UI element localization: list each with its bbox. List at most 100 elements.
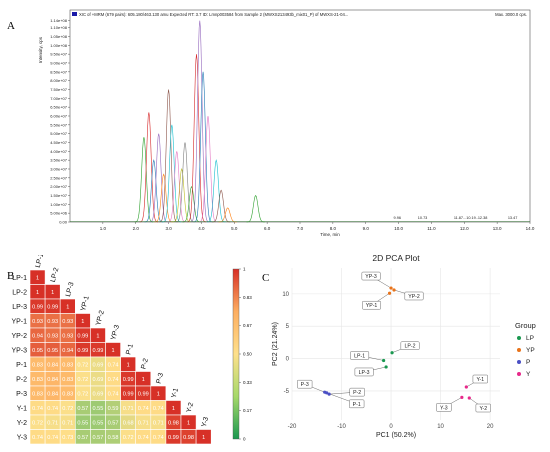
heatmap-cell-value: 1 [142,377,145,383]
heatmap-col-label: P-2 [140,358,150,370]
chromatogram-peak [182,185,201,223]
heatmap-col-label: P-3 [156,372,166,384]
heatmap-cell-value: 0.99 [123,391,134,397]
x-tick-label: 13.0 [493,226,502,231]
plot-frame [69,9,531,223]
chromatogram-peak [175,142,195,223]
heatmap-cell-value: 1 [111,348,114,354]
heatmap-row-label: LP-3 [12,304,27,311]
y-tick-label: 4.00e+07 [50,149,68,154]
heatmap-row-label: Y-3 [17,434,27,441]
x-tick-label: 1.0 [100,226,107,231]
y-tick-label: 3.00e+07 [50,167,68,172]
heatmap-cell-value: 0.74 [138,435,149,441]
y-tick-label: 1.05e+08 [50,34,68,39]
chromatogram-peak [172,168,191,223]
legend-title: Group [515,321,536,330]
heatmap-cell-value: 0.83 [32,377,43,383]
point-label-box [475,403,491,413]
chromatogram-peak [144,159,164,223]
heatmap-cell-value: 0.93 [47,319,58,325]
x-tick-label: 10 [437,424,444,430]
chromatogram-peak [162,124,182,223]
heatmap-cell-value: 0.93 [62,333,73,339]
heatmap-cell-value: 0.83 [32,362,43,368]
heatmap-cell-value: 0.83 [62,391,73,397]
heatmap-cell-value: 0.69 [93,362,104,368]
heatmap-cell-value: 0.58 [108,435,119,441]
heatmap-cell-value: 0.71 [123,406,134,412]
chromatogram-peak [246,194,265,223]
heatmap-col-label: LP-2 [50,267,61,283]
x-tick-label: 8.0 [330,226,337,231]
heatmap-row-label: P-1 [16,362,27,369]
chromatogram-chart: XIC of +MRM (679 pairs): 605.180/463.130… [38,9,535,237]
heatmap-cell-value: 0.74 [108,391,119,397]
heatmap-col-label: YP-2 [95,310,106,327]
heatmap-cell-value: 0.83 [62,362,73,368]
y-tick-label: 8.50e+07 [50,69,68,74]
heatmap-cell-value: 0.68 [123,420,134,426]
heatmap-cell-value: 1 [202,435,205,441]
rt-label: 13.47 [508,216,518,220]
heatmap-col-label: YP-3 [110,324,121,341]
heatmap-row-label: P-2 [16,376,27,383]
y-tick-label: 6.00e+07 [50,114,68,119]
y-tick-label: 4.50e+07 [50,140,68,145]
point-label: P-1 [353,402,361,408]
heatmap-col-label: YP-1 [80,295,91,312]
heatmap-cell-value: 0.99 [123,377,134,383]
y-tick-label: 0 [286,357,290,363]
heatmap-cell-value: 0.99 [77,348,88,354]
heatmap-cell-value: 0.74 [108,377,119,383]
point-label-box [349,399,365,409]
pca-point [464,385,468,389]
legend-label: YP [526,347,535,354]
header-marker-icon [72,12,77,16]
heatmap-cell-value: 0.95 [32,348,43,354]
y-tick-label: 1.50e+07 [50,193,68,198]
chromatogram-peak [154,173,173,223]
heatmap-cell-value: 0.94 [32,333,43,339]
pca-scatter-plot: 2D PCA Plot -20 -10 0 10 20 -5 0 5 10 PC1 (50.2%) P… [272,253,536,439]
heatmap-cell-value: 0.73 [62,435,73,441]
legend-label: Y [526,371,531,378]
heatmap-cell-value: 0.94 [62,348,73,354]
pca-x-label: PC1 (50.2%) [376,432,416,439]
pca-point [467,396,471,400]
x-tick-label: 6.0 [264,226,271,231]
y-tick-label: 10 [282,292,289,298]
x-tick-label: 2.0 [133,226,140,231]
chromatogram-peak [206,159,226,223]
heatmap-cell-value: 0.74 [47,435,58,441]
heatmap-cell-value: 0.74 [153,435,164,441]
y-tick-label: 2.00e+07 [50,184,68,189]
point-label: Y-3 [440,405,448,411]
heatmap-row-label: LP-1 [12,275,27,282]
x-tick-label: -20 [288,424,297,430]
legend-label: LP [526,335,534,342]
heatmap-cell-value: 1 [187,420,190,426]
heatmap-cell-value: 1 [127,362,130,368]
heatmap-cell-value: 0.71 [47,420,58,426]
panel-label-c: C [262,272,270,284]
colorbar-tick-label: 0 [243,437,246,442]
chromatogram-peak [149,133,168,223]
x-tick-label: 9.0 [363,226,370,231]
y-tick-label: 7.00e+07 [50,96,68,101]
point-label: YP-3 [365,274,377,280]
heatmap-cell-value: 1 [66,304,69,310]
point-label-box [361,271,381,281]
y-axis-label: Intensity, cps [38,36,43,63]
chromatogram-peak [187,54,206,223]
pca-point [387,291,392,295]
heatmap-cell-value: 0.84 [47,377,58,383]
heatmap-cell-value: 0.83 [62,377,73,383]
heatmap-col-label: Y-3 [201,416,210,428]
y-tick-label: 0.00 [59,220,68,225]
heatmap-cell-value: 0.98 [183,435,194,441]
heatmap-cell-value: 0.74 [32,435,43,441]
point-label-box [400,341,420,350]
heatmap-cell-value: 0.99 [47,304,58,310]
heatmap-cell-value: 0.57 [93,435,104,441]
